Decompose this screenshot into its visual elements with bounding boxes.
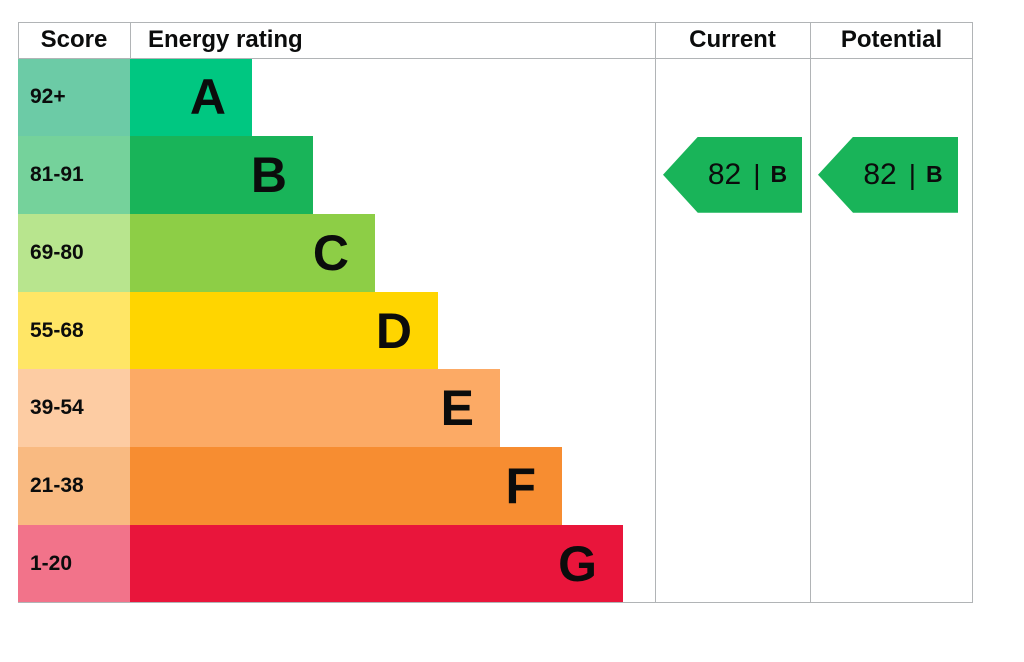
- band-letter-label: C: [312, 224, 349, 281]
- band-row-e: 39-54 E: [18, 369, 655, 448]
- table-right-border: [972, 22, 973, 603]
- potential-score-separator: |: [908, 158, 917, 190]
- band-letter-label: G: [558, 536, 597, 593]
- table-top-border: [18, 22, 973, 23]
- table-bottom-border: [18, 602, 973, 603]
- score-rating-divider: [130, 22, 131, 58]
- band-letter-label: F: [505, 458, 536, 515]
- band-row-a: 92+ A: [18, 58, 655, 136]
- score-range-label: 69-80: [30, 240, 84, 264]
- rating-bands: 92+ A 81-91 B 69-80 C 55-68 D 39-54 E 21-38 F 1-20 G: [18, 58, 655, 604]
- current-score-value: 82: [707, 157, 742, 191]
- current-score-separator: |: [753, 158, 761, 190]
- band-row-f: 21-38 F: [18, 447, 655, 526]
- score-range-label: 21-38: [30, 474, 84, 498]
- band-bar-e: E: [130, 369, 500, 448]
- band-bar-c: C: [130, 213, 375, 292]
- band-letter-label: D: [375, 302, 412, 359]
- score-cell-a: 92+: [18, 58, 130, 136]
- potential-column-header: Potential: [840, 26, 943, 53]
- energy-rating-column-header: Energy rating: [148, 26, 303, 53]
- score-column-header: Score: [40, 26, 108, 53]
- score-range-label: 81-91: [30, 162, 84, 186]
- current-column-header: Current: [689, 26, 776, 53]
- band-row-c: 69-80 C: [18, 213, 655, 292]
- score-cell-e: 39-54: [18, 369, 130, 448]
- band-bar-b: B: [130, 135, 313, 214]
- band-bar-f: F: [130, 447, 562, 526]
- current-column-left-border: [655, 22, 656, 603]
- band-bar-d: D: [130, 291, 438, 370]
- potential-band-letter: B: [926, 161, 943, 188]
- band-bar-a: A: [130, 58, 252, 136]
- band-bar-g: G: [130, 525, 623, 604]
- header-left-border: [18, 22, 19, 58]
- chart-area: Score Energy rating Current Potential 92…: [18, 22, 973, 604]
- potential-score-value: 82: [863, 157, 897, 191]
- current-band-letter: B: [770, 161, 788, 188]
- score-range-label: 39-54: [30, 396, 84, 420]
- score-cell-d: 55-68: [18, 291, 130, 370]
- score-range-label: 1-20: [30, 552, 73, 576]
- band-letter-label: B: [250, 146, 287, 203]
- score-cell-g: 1-20: [18, 525, 130, 604]
- potential-rating-arrow: 82 | B: [818, 136, 958, 213]
- band-row-g: 1-20 G: [18, 525, 655, 604]
- score-cell-c: 69-80: [18, 213, 130, 292]
- current-rating-arrow: 82 | B: [663, 136, 802, 213]
- band-letter-label: A: [189, 68, 226, 125]
- current-potential-divider: [810, 22, 811, 603]
- score-cell-f: 21-38: [18, 447, 130, 526]
- band-row-d: 55-68 D: [18, 291, 655, 370]
- score-range-label: 92+: [30, 84, 66, 108]
- band-row-b: 81-91 B: [18, 135, 655, 214]
- band-letter-label: E: [440, 380, 474, 437]
- score-range-label: 55-68: [30, 318, 84, 342]
- score-cell-b: 81-91: [18, 135, 130, 214]
- header-bottom-border: [18, 58, 973, 59]
